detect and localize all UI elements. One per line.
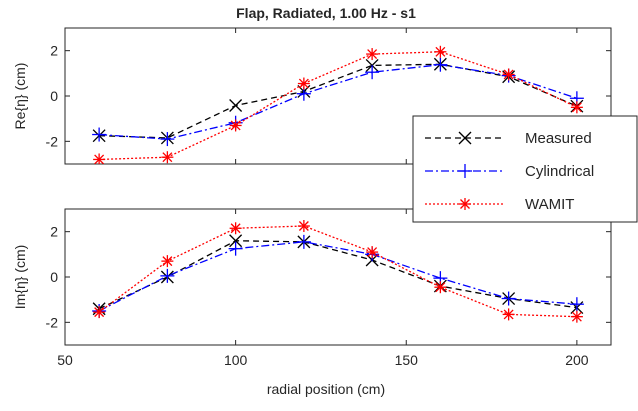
data-point-cylindrical <box>92 127 107 142</box>
data-point-wamit <box>570 101 583 114</box>
data-point-wamit <box>366 246 379 259</box>
series-line-cylindrical <box>99 64 578 140</box>
x-tick-label: 150 <box>395 352 419 368</box>
series-line-measured <box>98 240 577 310</box>
data-point-wamit <box>434 281 447 294</box>
marker-d <box>367 247 378 258</box>
x-tick-label: 50 <box>57 352 73 368</box>
marker-d <box>435 46 446 57</box>
marker-d <box>230 120 241 131</box>
data-point-wamit <box>297 77 310 90</box>
y-tick-label: 2 <box>50 224 58 240</box>
data-point-wamit <box>229 222 242 235</box>
marker-d <box>230 223 241 234</box>
series-line-wamit <box>99 51 578 161</box>
legend: Measured Cylindrical WAMIT <box>412 115 638 223</box>
data-point-wamit <box>161 151 174 164</box>
data-point-cylindrical <box>365 65 380 80</box>
data-point-wamit <box>366 48 379 61</box>
y-tick-label: -2 <box>46 314 59 330</box>
data-point-wamit <box>161 255 174 268</box>
legend-marker-b <box>458 131 472 145</box>
panel-2: -2 0 2 50 100 150 200 Im{η} (cm) <box>12 208 612 368</box>
chart-title: Flap, Radiated, 1.00 Hz - s1 <box>236 5 416 21</box>
data-point-cylindrical <box>433 57 448 72</box>
marker-d <box>503 309 514 320</box>
series-wamit <box>93 220 583 323</box>
marker-d <box>298 221 309 231</box>
data-point-wamit <box>570 310 583 323</box>
x-tick-label: 200 <box>565 352 589 368</box>
series-line-wamit <box>98 225 577 318</box>
legend-entry-wamit: WAMIT <box>425 196 574 213</box>
legend-marker-d <box>460 199 470 209</box>
marker-d <box>571 102 582 113</box>
y-axis-label: Im{η} (cm) <box>12 245 28 310</box>
marker-d <box>435 282 446 293</box>
data-point-wamit <box>93 153 106 164</box>
marker-d <box>162 256 173 267</box>
data-point-wamit <box>502 68 515 81</box>
y-tick-label: 0 <box>50 269 58 285</box>
data-point-cylindrical <box>296 234 311 249</box>
data-point-measured <box>229 99 243 112</box>
data-point-cylindrical <box>228 241 243 256</box>
legend-label: WAMIT <box>525 196 574 213</box>
data-point-wamit <box>229 119 242 132</box>
y-axis-label: Re{η} (cm) <box>12 63 28 130</box>
marker-d <box>94 154 105 164</box>
data-point-cylindrical <box>501 291 516 306</box>
series-wamit <box>93 45 583 164</box>
data-point-wamit <box>93 306 106 319</box>
y-tick-label: -2 <box>46 133 59 149</box>
data-point-wamit <box>434 45 447 58</box>
marker-d <box>94 307 105 318</box>
series-line-cylindrical <box>98 241 577 312</box>
marker-b <box>229 99 243 112</box>
x-tick-label: 100 <box>224 352 248 368</box>
marker-d <box>298 78 309 89</box>
y-tick-label: 0 <box>50 88 58 104</box>
legend-label: Cylindrical <box>525 163 594 180</box>
marker-b <box>229 234 243 248</box>
legend-entry-cylindrical: Cylindrical <box>425 163 594 180</box>
marker-d <box>503 69 514 80</box>
plot-layer: -2 0 2 Re{η} (cm) -2 0 2 50 100 150 200 Im{η} (cm) <box>12 27 612 368</box>
data-point-wamit <box>502 308 515 321</box>
marker-d <box>162 152 173 163</box>
y-tick-label: 2 <box>50 43 58 59</box>
marker-d <box>571 311 582 322</box>
legend-entry-measured: Measured <box>425 130 592 147</box>
panel-1: -2 0 2 Re{η} (cm) <box>12 27 612 165</box>
data-point-cylindrical <box>160 268 175 283</box>
data-point-cylindrical <box>160 132 175 147</box>
x-axis-label: radial position (cm) <box>267 381 385 397</box>
series-line-measured <box>99 63 578 139</box>
data-point-measured <box>229 234 243 248</box>
data-point-wamit <box>297 220 310 232</box>
legend-label: Measured <box>525 130 592 147</box>
data-point-cylindrical <box>569 297 584 312</box>
marker-d <box>367 49 378 60</box>
